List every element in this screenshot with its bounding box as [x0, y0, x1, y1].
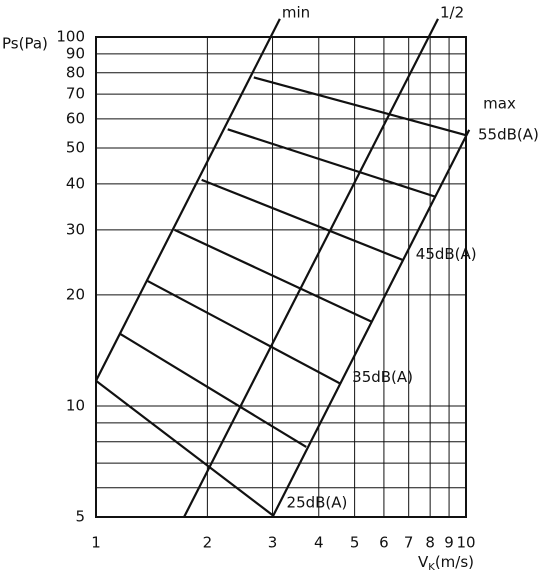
noise-line — [227, 128, 436, 198]
y-tick-label: 90 — [66, 44, 85, 62]
plot-frame — [95, 36, 467, 518]
noise-line — [174, 228, 373, 323]
x-label-main: V — [418, 553, 429, 571]
noise-line — [147, 280, 341, 385]
y-tick-label: 30 — [66, 220, 85, 238]
x-tick-label: 5 — [350, 534, 360, 552]
y-tick-label: 20 — [66, 285, 85, 303]
y-tick-label: 60 — [66, 109, 85, 127]
y-tick-label: 80 — [66, 63, 85, 81]
noise-line — [95, 379, 274, 516]
x-tick-label: 4 — [314, 534, 324, 552]
x-tick-label: 2 — [203, 534, 213, 552]
x-tick-label: 3 — [268, 534, 278, 552]
noise-line — [253, 76, 467, 137]
noise-label: 35dB(A) — [352, 368, 413, 386]
curve-label: max — [483, 94, 516, 112]
x-axis-label: VK(m/s) — [418, 553, 474, 574]
noise-label: 45dB(A) — [416, 245, 477, 263]
y-tick-label: 40 — [66, 174, 85, 192]
fan-curve — [95, 18, 281, 382]
y-tick-label: 50 — [66, 139, 85, 157]
curve-label: min — [282, 3, 310, 21]
noise-line — [201, 178, 405, 262]
x-tick-label: 8 — [425, 534, 435, 552]
fan-curve — [271, 129, 471, 518]
y-axis-label: Ps(Pa) — [2, 35, 48, 53]
x-tick-label: 7 — [404, 534, 414, 552]
y-tick-label: 70 — [66, 85, 85, 103]
y-tick-label: 10 — [66, 396, 85, 414]
curve-label: 1/2 — [440, 3, 464, 21]
x-tick-label: 9 — [444, 534, 454, 552]
x-label-sub: K — [428, 562, 435, 573]
noise-label: 25dB(A) — [287, 494, 348, 512]
noise-label: 55dB(A) — [478, 126, 539, 144]
noise-line — [119, 332, 307, 448]
x-tick-label: 10 — [456, 534, 475, 552]
x-tick-label: 6 — [379, 534, 389, 552]
x-tick-label: 1 — [91, 534, 101, 552]
x-label-unit: (m/s) — [435, 553, 474, 571]
fan-curve — [183, 18, 439, 518]
y-tick-label: 5 — [75, 508, 85, 526]
y-tick-label: 100 — [56, 28, 85, 46]
